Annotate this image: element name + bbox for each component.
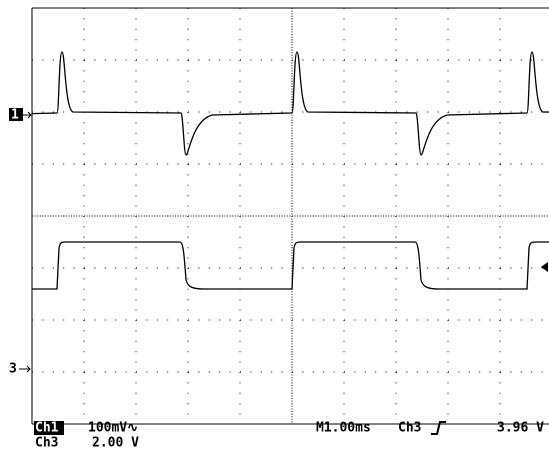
ch3-scale: 2.00 V <box>92 436 139 451</box>
ch3-arrow <box>19 365 31 373</box>
graticule <box>31 7 549 425</box>
ch3-name: Ch3 <box>35 436 58 451</box>
ch1-scale: 100mV∿ <box>88 421 138 436</box>
ch3-marker: 3 <box>9 362 17 377</box>
ch1-label-box <box>34 421 64 435</box>
trigger-slope <box>431 421 446 435</box>
ch1-marker-box <box>9 108 23 121</box>
trigger-source: Ch3 <box>398 421 421 436</box>
trigger-level-marker <box>541 262 548 272</box>
timebase: M1.00ms <box>316 421 371 436</box>
ch3-trace <box>32 241 549 290</box>
ch1-arrow <box>23 111 32 119</box>
ch1-name: Ch1 <box>35 421 59 436</box>
ch1-trace <box>32 51 549 156</box>
ch1-marker: 1 <box>11 108 19 123</box>
trigger-level: 3.96 V <box>497 421 544 436</box>
